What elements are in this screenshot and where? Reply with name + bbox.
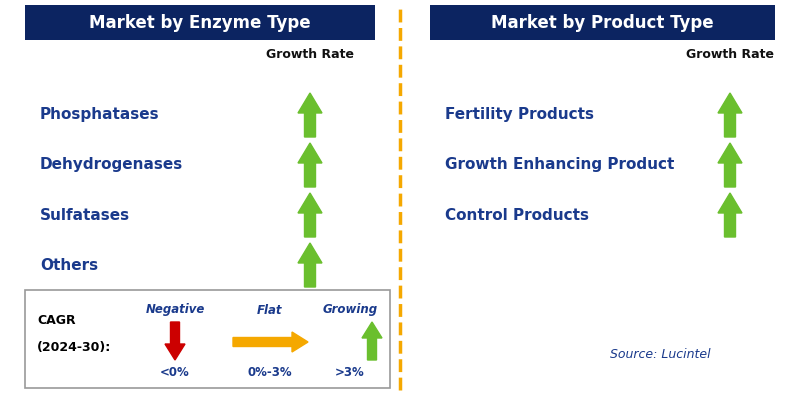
Text: Others: Others (40, 258, 98, 272)
FancyBboxPatch shape (25, 290, 390, 388)
Polygon shape (298, 143, 322, 187)
Text: Source: Lucintel: Source: Lucintel (610, 348, 710, 362)
Text: CAGR: CAGR (37, 314, 76, 328)
Polygon shape (362, 322, 382, 360)
Text: Growth Rate: Growth Rate (686, 48, 774, 62)
Text: Fertility Products: Fertility Products (445, 108, 594, 122)
Text: Phosphatases: Phosphatases (40, 108, 159, 122)
FancyBboxPatch shape (25, 5, 375, 40)
Text: (2024-30):: (2024-30): (37, 342, 112, 354)
Text: <0%: <0% (160, 366, 190, 378)
Polygon shape (165, 322, 185, 360)
Text: Negative: Negative (145, 304, 205, 316)
Polygon shape (298, 193, 322, 237)
Text: Growing: Growing (323, 304, 378, 316)
Polygon shape (298, 243, 322, 287)
Text: Growth Rate: Growth Rate (266, 48, 354, 62)
Text: >3%: >3% (335, 366, 365, 378)
Polygon shape (718, 93, 742, 137)
Text: Market by Product Type: Market by Product Type (491, 14, 714, 32)
Text: 0%-3%: 0%-3% (248, 366, 292, 378)
Polygon shape (233, 332, 308, 352)
Text: Market by Enzyme Type: Market by Enzyme Type (89, 14, 311, 32)
Text: Control Products: Control Products (445, 208, 589, 222)
Polygon shape (718, 193, 742, 237)
Text: Flat: Flat (257, 304, 283, 316)
Text: Growth Enhancing Product: Growth Enhancing Product (445, 158, 674, 172)
Text: Sulfatases: Sulfatases (40, 208, 130, 222)
FancyBboxPatch shape (430, 5, 775, 40)
Text: Dehydrogenases: Dehydrogenases (40, 158, 183, 172)
Polygon shape (298, 93, 322, 137)
Polygon shape (718, 143, 742, 187)
